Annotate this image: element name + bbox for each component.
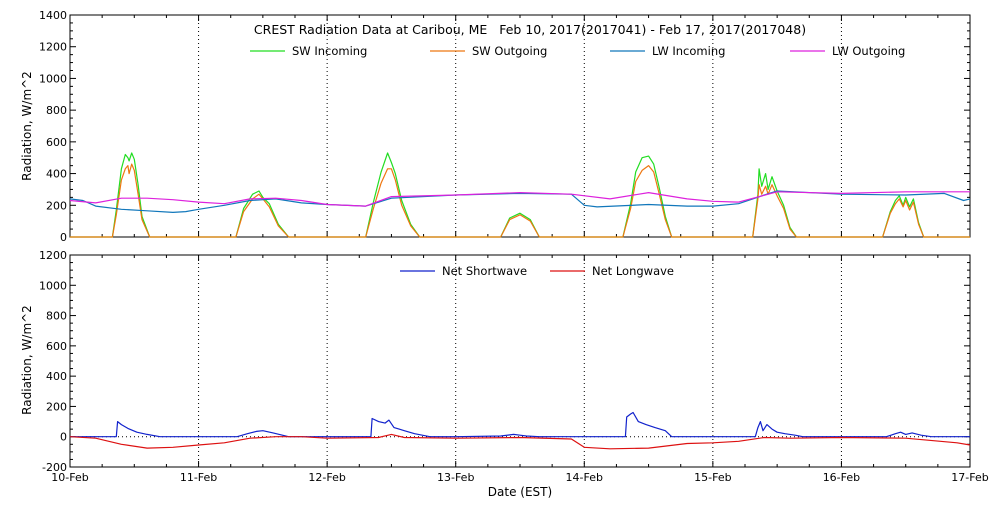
- bottom-y-tick-label: -200: [42, 461, 67, 474]
- x-tick-label: 13-Feb: [437, 471, 474, 484]
- top-y-tick-label: 1000: [39, 72, 67, 85]
- bottom-y-tick-label: 800: [46, 310, 67, 323]
- top-y-tick-label: 200: [46, 199, 67, 212]
- bottom-panel: 10-Feb 11-Feb 12-Feb 13-Feb 14-Feb 15-Feb 16-F…: [39, 249, 989, 484]
- x-tick-label: 11-Feb: [180, 471, 217, 484]
- series-line-net-shortwave: [70, 411, 970, 438]
- x-tick-label: 16-Feb: [823, 471, 860, 484]
- bottom-y-tick-label: 200: [46, 400, 67, 413]
- chart-title: CREST Radiation Data at Caribou, ME Feb …: [254, 22, 806, 37]
- legend-label-lw-incoming: LW Incoming: [652, 44, 725, 58]
- x-tick-label: 14-Feb: [566, 471, 603, 484]
- x-tick-label: 10-Feb: [51, 471, 88, 484]
- series-line-lw-outgoing: [69, 191, 970, 207]
- x-tick-label: 17-Feb: [951, 471, 988, 484]
- top-y-tick-label: 1400: [39, 9, 67, 22]
- series-line-sw-outgoing: [70, 163, 970, 238]
- bottom-y-tick-label: 1000: [39, 279, 67, 292]
- top-y-tick-label: 400: [46, 168, 67, 181]
- top-y-tick-label: 0: [60, 231, 67, 244]
- legend-label-lw-outgoing: LW Outgoing: [832, 44, 905, 58]
- bottom-y-tick-label: 1200: [39, 249, 67, 262]
- top-panel: 0 200 400 600 800 1000 1200 1400 SW Incoming SW O…: [39, 9, 971, 244]
- top-y-tick-label: 1200: [39, 41, 67, 54]
- bottom-y-axis-label: Radiation, W/m^2: [20, 305, 34, 415]
- x-tick-label: 15-Feb: [694, 471, 731, 484]
- bottom-y-tick-label: 400: [46, 370, 67, 383]
- legend-label-sw-outgoing: SW Outgoing: [472, 44, 547, 58]
- legend-label-net-shortwave: Net Shortwave: [442, 264, 527, 278]
- top-y-tick-label: 800: [46, 104, 67, 117]
- top-y-tick-label: 600: [46, 136, 67, 149]
- x-tick-label: 12-Feb: [308, 471, 345, 484]
- series-line-net-longwave: [69, 433, 971, 450]
- x-axis-label: Date (EST): [488, 485, 552, 499]
- bottom-y-tick-label: 600: [46, 340, 67, 353]
- legend-label-net-longwave: Net Longwave: [592, 264, 674, 278]
- top-y-axis-label: Radiation, W/m^2: [20, 71, 34, 181]
- bottom-y-tick-label: 0: [60, 431, 67, 444]
- legend-label-sw-incoming: SW Incoming: [292, 44, 367, 58]
